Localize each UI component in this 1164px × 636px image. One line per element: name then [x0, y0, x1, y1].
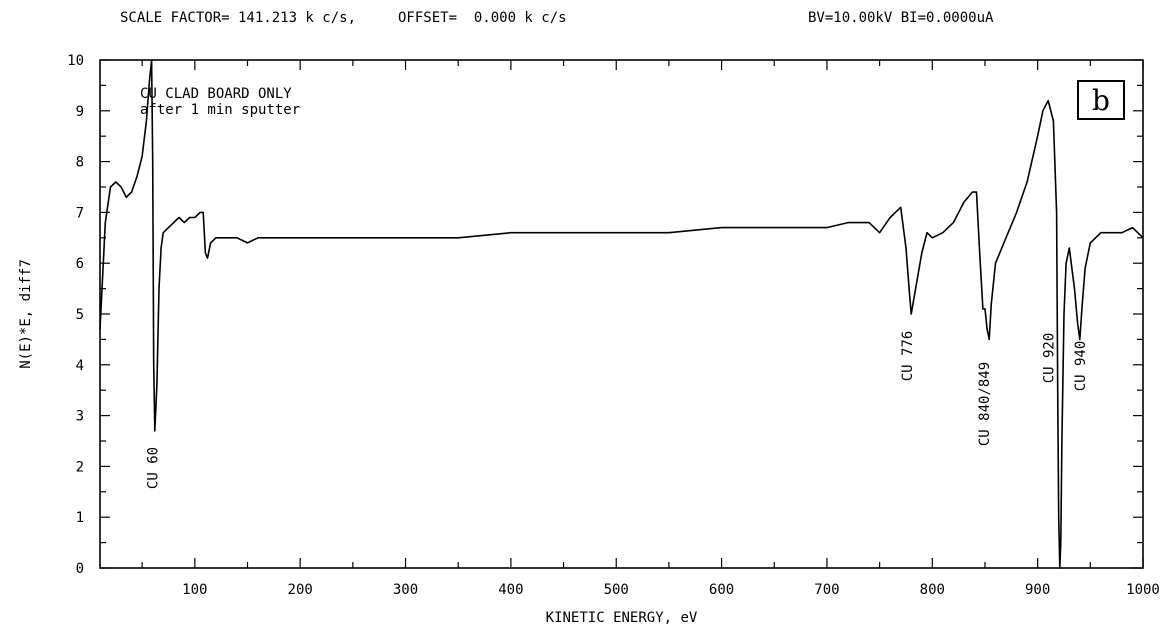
beam-settings-text: BV=10.00kV BI=0.0000uA [808, 10, 994, 26]
x-tick-label: 500 [604, 582, 629, 598]
scale-factor-text: SCALE FACTOR= 141.213 k c/s, [120, 10, 357, 26]
x-tick-label: 900 [1025, 582, 1050, 598]
spectrum-line [99, 59, 1144, 569]
y-tick-label: 0 [76, 561, 84, 577]
x-tick-label: 800 [920, 582, 945, 598]
peak-label: CU 840/849 [977, 362, 993, 446]
offset-text: OFFSET= 0.000 k c/s [398, 10, 567, 26]
x-tick-label: 600 [709, 582, 734, 598]
y-tick-label: 6 [76, 256, 84, 272]
y-tick-label: 3 [76, 409, 84, 425]
x-axis-label: KINETIC ENERGY, eV [546, 610, 698, 626]
y-tick-label: 9 [76, 104, 84, 120]
y-tick-label: 7 [76, 205, 84, 221]
y-tick-label: 4 [76, 358, 84, 374]
peak-label: CU 60 [146, 447, 162, 489]
y-tick-label: 1 [76, 510, 84, 526]
panel-label-badge: b [1077, 80, 1125, 120]
y-tick-label: 10 [67, 53, 84, 69]
x-tick-label: 100 [182, 582, 207, 598]
y-tick-label: 5 [76, 307, 84, 323]
x-tick-label: 200 [288, 582, 313, 598]
annotation-sputter: after 1 min sputter [140, 102, 300, 118]
y-tick-label: 8 [76, 155, 84, 171]
plot-frame [99, 59, 1144, 569]
x-tick-label: 400 [498, 582, 523, 598]
x-tick-label: 300 [393, 582, 418, 598]
y-axis-label: N(E)*E, diff7 [18, 259, 34, 369]
annotation-sample: CU CLAD BOARD ONLY [140, 86, 292, 102]
y-tick-label: 2 [76, 459, 84, 475]
peak-label: CU 940 [1073, 341, 1089, 392]
peak-label: CU 776 [900, 331, 916, 382]
peak-label: CU 920 [1042, 333, 1058, 384]
x-tick-label: 1000 [1126, 582, 1160, 598]
x-tick-label: 700 [814, 582, 839, 598]
